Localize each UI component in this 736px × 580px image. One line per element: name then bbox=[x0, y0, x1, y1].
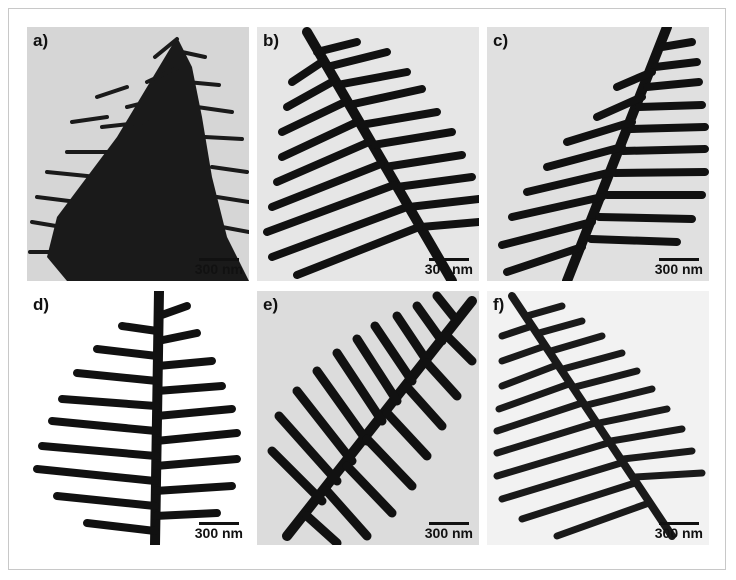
panel-label: c) bbox=[493, 31, 509, 50]
scale-label: 300 nm bbox=[424, 261, 473, 277]
panel-label: b) bbox=[263, 31, 280, 50]
panel-f: f) 300 nm bbox=[487, 291, 709, 545]
panel-label: f) bbox=[493, 295, 505, 314]
panel-label: a) bbox=[33, 31, 49, 50]
scale-bar-line bbox=[428, 522, 469, 525]
dendrite-image-c bbox=[498, 27, 709, 281]
panel-a: a) 300 nm bbox=[27, 27, 249, 281]
scale-bar-line bbox=[198, 522, 239, 525]
panel-d: d) 300 nm bbox=[27, 291, 249, 545]
scale-bar-line bbox=[658, 522, 699, 525]
scale-bar: 300 nm bbox=[655, 522, 703, 541]
dendrite-image-b bbox=[263, 27, 479, 281]
scale-bar-line bbox=[658, 258, 699, 261]
scale-bar-line bbox=[428, 258, 469, 261]
scale-label: 300 nm bbox=[654, 261, 703, 277]
scale-label: 300 nm bbox=[424, 525, 473, 541]
scale-bar: 300 nm bbox=[655, 258, 703, 277]
panel-label: e) bbox=[263, 295, 279, 314]
scale-bar: 300 nm bbox=[425, 258, 473, 277]
scale-label: 300 nm bbox=[654, 525, 703, 541]
dendrite-image-f bbox=[493, 292, 706, 540]
scale-bar: 300 nm bbox=[195, 258, 243, 277]
figure-frame: a) 300 nm bbox=[8, 8, 726, 570]
scale-bar-line bbox=[198, 258, 239, 261]
scale-label: 300 nm bbox=[194, 261, 243, 277]
dendrite-image-d bbox=[33, 291, 241, 545]
panel-label: d) bbox=[33, 295, 50, 314]
scale-bar: 300 nm bbox=[425, 522, 473, 541]
scale-label: 300 nm bbox=[194, 525, 243, 541]
dendrite-image-a bbox=[28, 37, 249, 281]
panel-b: b) 300 nm bbox=[257, 27, 479, 281]
scale-bar: 300 nm bbox=[195, 522, 243, 541]
dendrite-image-e bbox=[267, 291, 477, 545]
panel-e: e) 300 nm bbox=[257, 291, 479, 545]
panel-c: c) 300 nm bbox=[487, 27, 709, 281]
